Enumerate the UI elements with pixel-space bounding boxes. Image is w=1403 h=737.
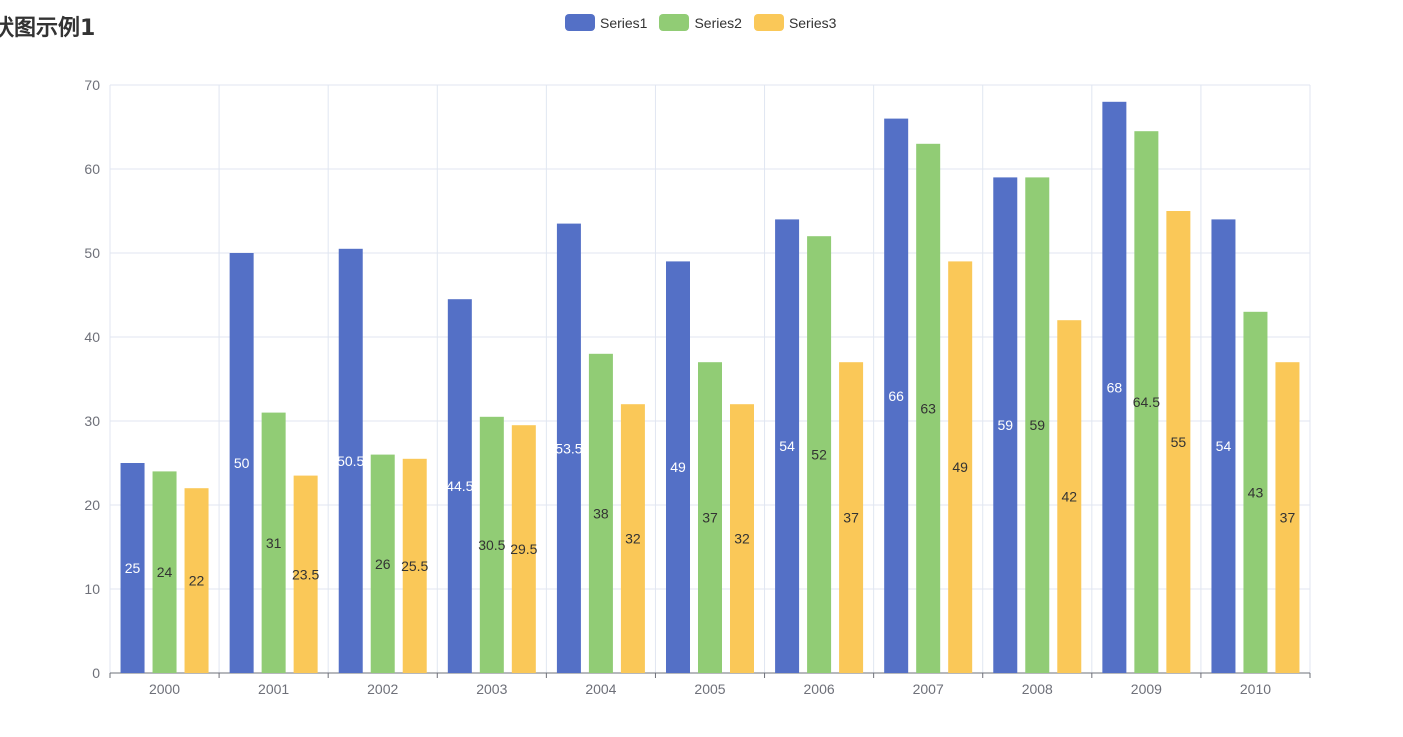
y-tick-label: 50 [84,245,100,261]
bar-value-label: 53.5 [555,440,582,456]
y-tick-label: 30 [84,413,100,429]
x-tick-label: 2003 [476,681,507,697]
bar-value-label: 29.5 [510,541,537,557]
bar-value-label: 59 [1029,417,1045,433]
bar-value-label: 66 [888,388,904,404]
bar-series1 [884,118,909,674]
bar-series1 [666,261,690,673]
bar-series3 [948,261,973,673]
y-tick-label: 20 [84,497,100,513]
bar-value-label: 68 [1107,379,1123,395]
legend-swatch-series3 [753,14,784,31]
bar-value-label: 23.5 [292,566,319,582]
bar-series3 [730,404,754,673]
bar-value-label: 37 [1280,510,1296,526]
bar-series3 [511,425,536,673]
legend-label-series1: Series1 [600,14,648,31]
bar-series3 [839,362,864,673]
bar-value-label: 54 [1216,438,1232,454]
legend-swatch-series1 [565,14,595,31]
legend-item-series1[interactable]: Series1 [565,14,647,31]
chart-title: 状图示例1 [0,16,96,41]
bar-series2 [479,416,504,673]
bar-value-label: 37 [702,510,718,526]
bar-value-label: 25 [125,560,141,576]
bar-value-label: 50.5 [337,453,364,469]
y-tick-label: 60 [84,161,100,177]
bar-series2 [1243,311,1268,673]
bar-value-label: 50 [234,455,250,471]
x-tick-label: 2010 [1240,681,1271,697]
x-tick-label: 2002 [367,681,398,697]
bar-series1 [120,463,145,673]
legend-swatch-series2 [659,14,690,31]
legend-label-series2: Series2 [694,14,742,31]
bar-series3 [1057,320,1082,673]
bar-value-label: 32 [625,531,641,547]
bar-value-label: 37 [843,510,859,526]
bar-series2 [698,362,722,673]
bar-value-label: 43 [1248,484,1264,500]
y-tick-label: 40 [84,329,100,345]
bar-value-label: 44.5 [446,478,473,494]
legend-label-series3: Series3 [788,14,837,31]
bar-series1 [1102,101,1127,674]
bar-value-label: 30.5 [478,537,505,553]
bar-series3 [1166,211,1191,673]
bar-value-label: 59 [997,417,1013,433]
chart-legend: Series1 Series2 Series3 [565,14,836,31]
x-tick-label: 2000 [149,681,180,697]
bar-value-label: 22 [189,573,205,589]
bar-series2 [261,412,286,673]
bar-value-label: 54 [779,438,795,454]
bar-series3 [1275,362,1300,673]
x-tick-label: 2001 [258,681,289,697]
bar-series2 [152,471,177,673]
bar-value-label: 42 [1061,489,1077,505]
y-tick-label: 10 [84,581,100,597]
bar-value-label: 49 [670,459,686,475]
bar-series2 [807,236,832,673]
bar-value-label: 64.5 [1133,394,1160,410]
legend-item-series2[interactable]: Series2 [659,14,742,31]
bar-value-label: 31 [266,535,282,551]
bar-series1 [556,223,581,673]
x-tick-label: 2004 [585,681,616,697]
bar-series1 [993,177,1018,673]
bar-value-label: 52 [811,447,827,463]
bar-series2 [588,353,613,673]
bar-series2 [370,454,395,673]
bar-series1 [338,248,363,674]
y-tick-label: 0 [92,665,100,681]
bar-value-label: 32 [734,531,750,547]
x-tick-label: 2005 [694,681,725,697]
bar-series3 [402,458,427,673]
bar-value-label: 55 [1171,434,1187,450]
bar-series3 [184,488,209,673]
x-tick-label: 2006 [804,681,835,697]
bar-series2 [1134,131,1159,673]
bar-value-label: 24 [157,564,173,580]
bar-series2 [916,143,941,674]
bar-series1 [775,219,800,673]
bar-series3 [293,475,318,673]
bar-series2 [1025,177,1050,673]
bar-value-label: 49 [952,459,968,475]
bar-value-label: 25.5 [401,558,428,574]
y-tick-label: 70 [84,77,100,93]
bar-series1 [1211,219,1236,673]
bar-series1 [229,253,254,673]
bar-value-label: 38 [593,505,609,521]
x-tick-label: 2007 [913,681,944,697]
x-tick-label: 2008 [1022,681,1053,697]
legend-item-series3[interactable]: Series3 [753,14,837,31]
bar-value-label: 63 [920,400,936,416]
bar-series1 [447,299,472,673]
x-tick-label: 2009 [1131,681,1162,697]
bar-series3 [620,404,645,673]
bar-value-label: 26 [375,556,391,572]
